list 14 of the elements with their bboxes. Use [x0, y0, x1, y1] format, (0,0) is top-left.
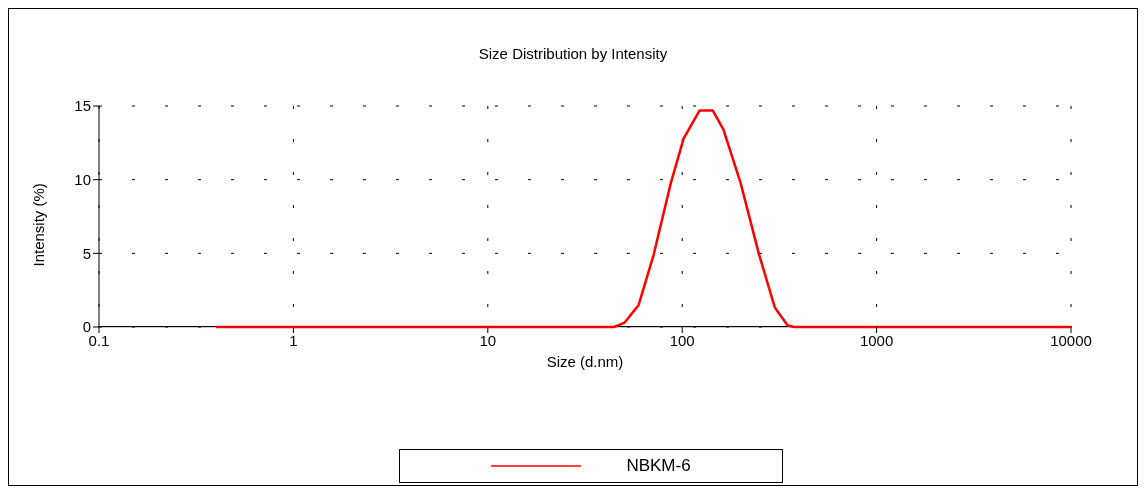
- x-axis-title: Size (d.nm): [546, 353, 624, 370]
- y-tick-label: 0: [82, 318, 91, 336]
- x-tick-label: 0.1: [88, 331, 110, 349]
- y-tick-label: 5: [82, 244, 91, 262]
- x-tick-label: 10: [479, 331, 497, 349]
- x-tick-label: 100: [669, 331, 695, 349]
- y-tick-label: 10: [74, 170, 91, 188]
- chart-title: Size Distribution by Intensity: [477, 45, 669, 62]
- x-tick-label: 1000: [859, 331, 894, 349]
- text: NBKM-6: [626, 456, 691, 476]
- x-tick-label: 10000: [1050, 331, 1092, 349]
- y-tick-label: 15: [74, 97, 91, 115]
- y-axis-title: Intensity (%): [30, 183, 48, 267]
- x-tick-label: 1: [289, 331, 298, 349]
